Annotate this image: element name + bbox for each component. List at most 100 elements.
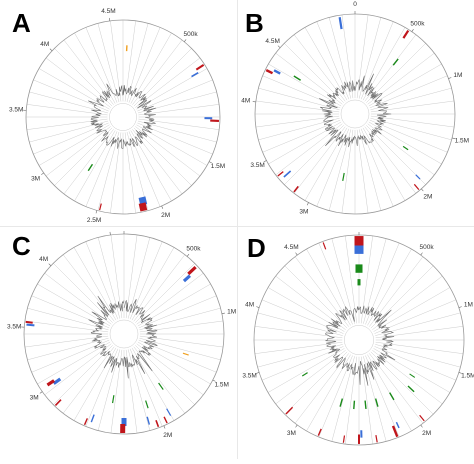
radial-spoke bbox=[367, 355, 411, 431]
radial-spoke bbox=[131, 33, 172, 104]
radial-spoke bbox=[294, 35, 345, 102]
feature-mark-red bbox=[278, 172, 283, 176]
radial-spoke bbox=[134, 347, 185, 414]
feature-mark-blue bbox=[91, 415, 94, 423]
feature-mark-red bbox=[164, 417, 167, 423]
radial-spoke bbox=[307, 355, 351, 431]
feature-mark-red bbox=[323, 242, 326, 249]
tick-mark bbox=[50, 49, 52, 51]
tick-label: 2M bbox=[423, 193, 432, 200]
radial-spoke bbox=[317, 129, 349, 207]
tick-label: 5M0 bbox=[353, 227, 366, 229]
feature-mark-green bbox=[113, 395, 114, 403]
feature-mark-green bbox=[146, 401, 148, 409]
radial-spoke bbox=[54, 48, 112, 106]
radial-spoke bbox=[276, 124, 343, 175]
tick-label: 1M bbox=[453, 72, 462, 79]
feature-mark-green bbox=[403, 146, 408, 149]
tick-mark bbox=[459, 307, 462, 308]
feature-mark-red bbox=[142, 203, 144, 211]
feature-mark-red bbox=[286, 407, 293, 414]
tick-label: 4M bbox=[40, 41, 49, 48]
radial-spoke bbox=[54, 128, 112, 186]
tick-label: 500k bbox=[186, 246, 201, 253]
tick-mark bbox=[40, 392, 42, 394]
radial-spoke bbox=[319, 356, 353, 437]
radial-spoke bbox=[33, 80, 108, 111]
radial-spoke bbox=[285, 266, 347, 328]
radial-spoke bbox=[365, 35, 416, 102]
radial-spoke bbox=[64, 129, 114, 194]
radial-spoke bbox=[130, 242, 162, 320]
tick-label: 2M bbox=[163, 432, 172, 439]
feature-mark-red bbox=[156, 420, 158, 427]
inner-hub bbox=[341, 100, 369, 128]
tick-label: 4.5M bbox=[265, 38, 279, 45]
feature-mark-red bbox=[414, 184, 419, 189]
feature-mark-green bbox=[302, 373, 307, 376]
tick-mark bbox=[222, 313, 225, 314]
tick-label: 500k bbox=[410, 20, 425, 27]
radial-spoke bbox=[361, 129, 393, 207]
feature-mark-green bbox=[294, 76, 301, 80]
tick-mark bbox=[96, 210, 97, 213]
tick-mark bbox=[49, 264, 51, 266]
feature-mark-blue bbox=[54, 379, 61, 384]
radial-spoke bbox=[370, 76, 448, 108]
feature-mark-red bbox=[266, 70, 272, 73]
feature-mark-blue bbox=[184, 276, 190, 281]
inner-hub bbox=[110, 320, 138, 348]
radial-spoke bbox=[369, 257, 423, 327]
feature-mark-red bbox=[188, 267, 195, 274]
radial-spoke bbox=[74, 348, 116, 421]
feature-mark-green bbox=[354, 401, 355, 409]
radial-spoke bbox=[131, 130, 172, 201]
radial-spoke bbox=[375, 300, 456, 334]
feature-mark-red bbox=[47, 381, 54, 385]
tick-label: 4.5M bbox=[102, 227, 116, 229]
radial-spoke bbox=[135, 58, 200, 108]
radial-spoke bbox=[75, 130, 116, 201]
radial-spoke bbox=[295, 257, 349, 327]
tick-label: 1M bbox=[227, 309, 236, 316]
radial-spoke bbox=[137, 344, 204, 395]
feature-mark-blue bbox=[274, 70, 280, 73]
radial-spoke bbox=[135, 263, 194, 322]
tick-mark bbox=[296, 425, 298, 427]
tick-mark bbox=[41, 173, 43, 175]
radial-spoke bbox=[134, 255, 185, 322]
tick-mark bbox=[278, 46, 280, 48]
radial-spoke bbox=[285, 352, 347, 414]
radial-spoke bbox=[134, 128, 192, 186]
tick-label: 0 bbox=[353, 1, 357, 8]
radial-spoke bbox=[372, 276, 442, 330]
radial-spoke bbox=[129, 27, 160, 102]
tick-mark bbox=[296, 253, 298, 255]
tick-mark bbox=[187, 254, 189, 256]
tick-label: 4M bbox=[245, 301, 254, 308]
feature-mark-blue bbox=[416, 175, 420, 179]
tick-mark bbox=[421, 425, 423, 427]
tick-mark bbox=[421, 189, 423, 191]
radial-spoke bbox=[262, 300, 343, 334]
inner-hub bbox=[109, 103, 136, 130]
radial-spoke bbox=[137, 80, 212, 111]
panel-letter: A bbox=[12, 10, 31, 36]
feature-mark-green bbox=[88, 164, 92, 171]
radial-spoke bbox=[39, 69, 110, 110]
feature-mark-blue bbox=[396, 422, 399, 428]
tick-label: 0 bbox=[122, 227, 126, 228]
radial-spoke bbox=[39, 125, 110, 166]
radial-spoke bbox=[365, 243, 399, 324]
feature-mark-green bbox=[408, 386, 414, 392]
radial-spoke bbox=[295, 353, 349, 423]
radial-spoke bbox=[268, 348, 344, 392]
tick-label: 3M bbox=[287, 430, 296, 437]
radial-spoke bbox=[319, 243, 353, 324]
radial-spoke bbox=[37, 342, 110, 384]
tick-label: 3.5M bbox=[242, 373, 256, 380]
tick-label: 4M bbox=[39, 256, 48, 263]
